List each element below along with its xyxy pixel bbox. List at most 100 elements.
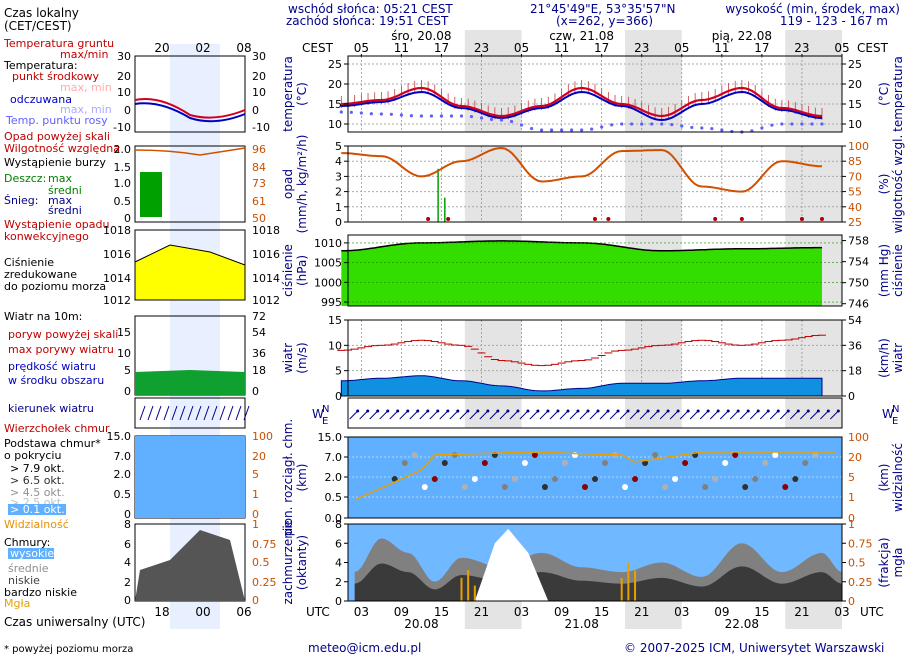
pressure-axis-label: ciśnienie: [281, 244, 295, 297]
legend-tick-label: 1012: [103, 294, 131, 307]
legend-tick-label: 84: [252, 161, 266, 174]
legend-tick-label: 1: [252, 488, 259, 501]
dew-point: [780, 122, 784, 126]
precip-marker: [593, 217, 597, 221]
wind-arrow: [379, 410, 389, 420]
sunrise-text: wschód słońca: 05:21 CEST: [288, 2, 453, 16]
grid-text: (x=262, y=366): [556, 14, 653, 28]
night-shade: [625, 146, 682, 222]
dew-point: [409, 114, 414, 118]
cloud-base-dot: [602, 460, 609, 466]
legend-wind-arrow: [243, 405, 250, 421]
legend-label: bardzo niskie: [4, 586, 77, 599]
legend-tick-label: 0: [124, 508, 131, 521]
wind-arrow-head: [666, 409, 670, 413]
y-tick-label: 0: [335, 595, 342, 608]
wind-arrow-head: [796, 409, 800, 413]
temp-axis-label: temperatura: [891, 56, 905, 132]
wind-arrow-head: [366, 409, 370, 413]
legend-tick-label: 96: [252, 143, 266, 156]
legend-wind-arrow: [235, 405, 242, 421]
wind-arrow-head: [486, 409, 490, 413]
sunset-text: zachód słońca: 19:51 CEST: [286, 14, 449, 28]
wind-arrow: [639, 410, 649, 420]
legend-frame: [134, 55, 246, 133]
email-link[interactable]: meteo@icm.edu.pl: [308, 641, 421, 655]
dew-point: [810, 122, 814, 126]
legend-tick-label: 0: [252, 508, 259, 521]
wind-arrow-head: [706, 409, 710, 413]
night-shade: [464, 30, 522, 56]
wind-arrow: [759, 410, 769, 420]
wind-arrow-head: [756, 409, 760, 413]
header: wschód słońca: 05:21 CEST zachód słońca:…: [286, 2, 900, 28]
legend-tick-label: 54: [252, 326, 266, 339]
legend-tick-label: 0.5: [114, 488, 132, 501]
y-tick-label: 1: [848, 491, 855, 504]
wind-arrow: [559, 410, 569, 420]
wind-arrow: [689, 410, 699, 420]
legend-wind-arrow: [211, 405, 218, 421]
legend-tick-label: 0: [252, 104, 259, 117]
wind-arrow: [439, 410, 449, 420]
cloud-base-dot: [762, 460, 769, 466]
legend-label: Deszcz:: [4, 172, 46, 185]
date-bottom: 20.08: [404, 617, 438, 631]
y-tick-label: 6: [335, 537, 342, 550]
cover-axis-unit: (oktanty): [295, 535, 309, 590]
legend-label: prędkość wiatru: [8, 360, 96, 373]
legend-tick-label: 18: [252, 364, 266, 377]
wind-arrow-head: [656, 409, 660, 413]
legend-tick-label: 10: [117, 86, 131, 99]
legend-hour-bottom: 18: [154, 605, 169, 619]
wind-arrow: [779, 410, 789, 420]
hour-label-cest: 05: [674, 41, 689, 55]
wind-arrow-head: [616, 409, 620, 413]
y-tick-label: 2: [335, 186, 342, 199]
hour-label-cest: 23: [474, 41, 489, 55]
legend-frame: [134, 145, 246, 223]
wind-arrow: [509, 410, 519, 420]
wind-arrow-head: [416, 409, 420, 413]
cover-area-low: [354, 563, 842, 601]
y-tick-label: 20: [848, 78, 862, 91]
wind-arrow-head: [556, 409, 560, 413]
wind-arrow-head: [646, 409, 650, 413]
cloud-base-dot: [521, 460, 528, 466]
altitude-label: wysokość (min, środek, max): [725, 2, 900, 16]
wind-axis-unit: (m/s): [295, 342, 309, 373]
legend-label: Podstawa chmur*: [4, 437, 101, 450]
cloud-base-dot: [581, 484, 588, 490]
date-top: śro, 20.08: [391, 29, 451, 43]
hour-label-utc: 15: [594, 605, 609, 619]
legend-tick-label: 30: [117, 50, 131, 63]
legend-rain-block: [140, 172, 162, 217]
legend-label: Chmury:: [4, 536, 50, 549]
hour-label-utc: 15: [754, 605, 769, 619]
date-bottom: 22.08: [725, 617, 759, 631]
dew-point: [459, 114, 464, 118]
cloud-base-dot: [441, 460, 448, 466]
hour-label-utc: 09: [554, 605, 569, 619]
legend-label: Mgła: [4, 597, 30, 610]
dew-point: [489, 117, 494, 122]
wind-arrow: [699, 410, 709, 420]
cloud-base-dot: [531, 452, 538, 458]
wind-arrow: [459, 410, 469, 420]
legend-tick-label: 0: [124, 385, 131, 398]
date-bottom: 21.08: [564, 617, 598, 631]
legend-label: max, min: [60, 81, 112, 94]
dew-point: [479, 116, 484, 120]
temperature-frame: [347, 55, 843, 133]
compass-label: E: [322, 416, 328, 427]
legend-wind-arrow: [139, 405, 146, 421]
copyright-text: © 2007-2025 ICM, Uniwersytet Warszawski: [624, 641, 884, 655]
y-tick-label: 5: [848, 471, 855, 484]
dew-point: [539, 128, 544, 132]
cloud-base-dot: [792, 476, 799, 482]
y-tick-label: 55: [848, 186, 862, 199]
y-tick-label: 995: [321, 296, 342, 309]
legend-label: średni: [48, 184, 82, 197]
